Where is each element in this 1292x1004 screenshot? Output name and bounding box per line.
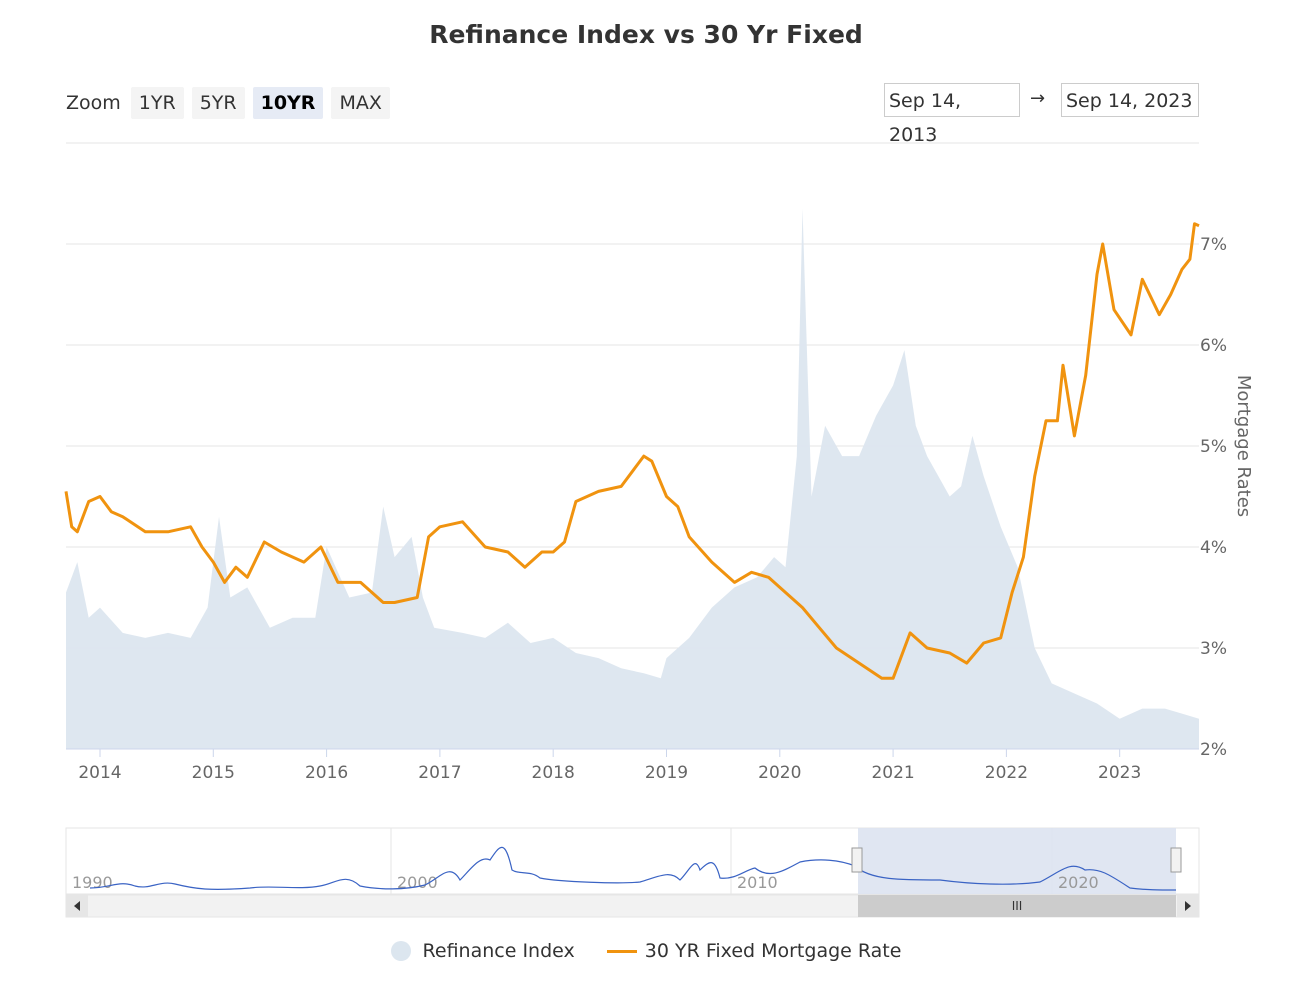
x-tick-label: 2020 xyxy=(758,763,801,783)
refinance-index-area xyxy=(66,208,1199,749)
navigator-series-line xyxy=(89,846,1177,891)
y-axis: 2% 3% 4% 5% 6% 7% xyxy=(1200,235,1227,760)
y-tick-label: 2% xyxy=(1200,740,1227,760)
scroll-thumb[interactable] xyxy=(858,895,1176,917)
x-tick-label: 2015 xyxy=(192,763,235,783)
x-tick-label: 2018 xyxy=(532,763,575,783)
navigator-right-handle[interactable] xyxy=(1170,847,1182,873)
chart-title: Refinance Index vs 30 Yr Fixed xyxy=(429,20,863,49)
date-range-arrow: → xyxy=(1030,88,1046,109)
x-tick-label: 2017 xyxy=(418,763,461,783)
x-tick-label: 2016 xyxy=(305,763,348,783)
legend-item-mortgage-rate[interactable]: 30 YR Fixed Mortgage Rate xyxy=(606,940,902,962)
grid-lines xyxy=(66,243,1199,649)
y-axis-title: Mortgage Rates xyxy=(1233,375,1254,517)
navigator-label-2010: 2010 xyxy=(737,873,778,892)
legend-line-swatch xyxy=(606,949,637,953)
date-to-input[interactable]: Sep 14, 2023 xyxy=(1061,83,1199,117)
navigator[interactable]: 1990 2000 2010 2020 xyxy=(65,827,1200,895)
x-tick-label: 2021 xyxy=(871,763,914,783)
zoom-1yr-button[interactable]: 1YR xyxy=(130,87,184,119)
mortgage-rate-line xyxy=(64,222,1200,680)
y-tick-label: 3% xyxy=(1200,639,1227,659)
y-tick-label: 4% xyxy=(1200,538,1227,558)
zoom-10yr-button[interactable]: 10YR xyxy=(252,87,324,119)
legend-refinance-label: Refinance Index xyxy=(422,940,575,962)
navigator-left-handle[interactable] xyxy=(851,847,863,873)
scrollbar[interactable]: III xyxy=(65,894,1200,918)
navigator-label-2000: 2000 xyxy=(397,873,438,892)
date-from-input[interactable]: Sep 14, 2013 xyxy=(884,83,1020,146)
x-tick-label: 2014 xyxy=(78,763,121,783)
zoom-5yr-button[interactable]: 5YR xyxy=(191,87,245,119)
y-tick-label: 5% xyxy=(1200,437,1227,457)
navigator-label-1990: 1990 xyxy=(72,873,113,892)
y-tick-label: 7% xyxy=(1200,235,1227,255)
x-tick-label: 2019 xyxy=(645,763,688,783)
legend-item-refinance-index[interactable]: Refinance Index xyxy=(390,940,575,962)
scroll-left-arrow-icon xyxy=(74,901,80,911)
legend-mortgage-label: 30 YR Fixed Mortgage Rate xyxy=(644,940,902,962)
zoom-label: Zoom xyxy=(66,92,121,114)
scroll-grip-icon: III xyxy=(1012,899,1023,913)
scroll-right-arrow-icon xyxy=(1185,901,1191,911)
x-tick-label: 2022 xyxy=(985,763,1028,783)
legend-area-swatch xyxy=(390,941,411,961)
x-axis: 2014 2015 2016 2017 2018 2019 2020 2021 2022 2023 xyxy=(78,749,1141,783)
y-tick-label: 6% xyxy=(1200,336,1227,356)
navigator-label-2020: 2020 xyxy=(1058,873,1099,892)
zoom-max-button[interactable]: MAX xyxy=(331,87,390,119)
x-tick-label: 2023 xyxy=(1098,763,1141,783)
zoom-bar: Zoom 1YR 5YR 10YR MAX xyxy=(66,86,398,120)
legend: Refinance Index 30 YR Fixed Mortgage Rat… xyxy=(0,940,1292,962)
